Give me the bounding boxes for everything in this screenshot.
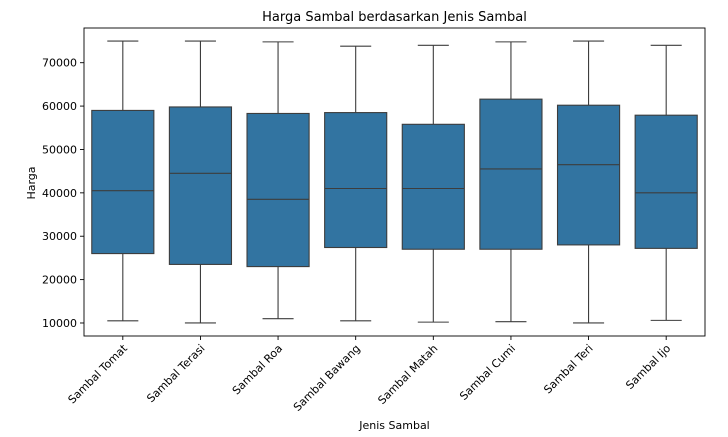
x-tick-label: Sambal Roa <box>230 342 285 397</box>
iqr-box <box>91 109 155 255</box>
y-tick-label: 20000 <box>42 274 77 287</box>
iqr-box <box>401 123 465 250</box>
y-tick-label: 10000 <box>42 317 77 330</box>
iqr-box <box>246 112 310 268</box>
iqr-box <box>556 104 621 246</box>
iqr-box <box>324 112 388 249</box>
iqr-box <box>634 114 698 249</box>
x-tick-label: Sambal Bawang <box>291 342 363 414</box>
y-tick-label: 70000 <box>42 57 77 70</box>
y-tick-label: 60000 <box>42 100 77 113</box>
x-tick-label: Sambal Teri <box>541 342 595 396</box>
x-axis-label: Jenis Sambal <box>358 419 430 432</box>
x-tick-label: Sambal Cumi <box>457 342 518 403</box>
plot-area: 10000 20000 30000 40000 50000 60000 70000 Samba… <box>42 27 706 414</box>
y-axis-label: Harga <box>25 166 38 199</box>
y-tick-label: 40000 <box>42 187 77 200</box>
iqr-box <box>168 106 233 265</box>
x-tick-label: Sambal Ijo <box>623 342 673 392</box>
x-tick-label: Sambal Matah <box>375 342 440 407</box>
chart-title: Harga Sambal berdasarkan Jenis Sambal <box>262 10 527 25</box>
y-tick-label: 30000 <box>42 230 77 243</box>
plot-frame <box>83 27 706 337</box>
x-tick-label: Sambal Terasi <box>144 342 207 405</box>
y-tick-label: 50000 <box>42 143 77 156</box>
iqr-box <box>479 98 543 250</box>
x-tick-label: Sambal Tomat <box>66 341 131 406</box>
